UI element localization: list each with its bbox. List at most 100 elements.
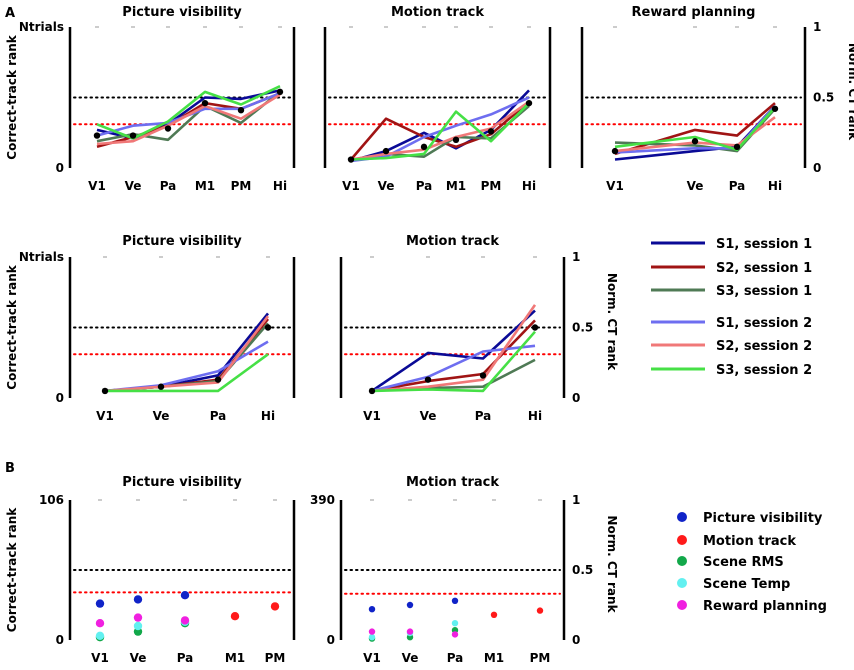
chart-b2-xtick-ve: Ve [402,651,419,665]
chart-a2-series-s2_s2 [350,100,530,161]
chart-b1-xtick-m1: M1 [225,651,245,665]
chart-a5: Motion track 1 0.5 0 Norm. CT rank V1 Ve Pa Hi [339,234,619,423]
legend-label-s3_s1: S3, session 1 [716,284,812,299]
chart-a4-mean-point-0 [101,387,109,395]
chart-a1-xtick-m1: M1 [195,179,215,193]
chart-b1-point-reward-planning-1 [133,613,143,622]
chart-b2-ytick-top: 390 [310,493,335,507]
chart-a2-xtick-v1: V1 [342,179,360,193]
chart-a2-title: Motion track [391,5,484,20]
chart-b1-xtick-pm: PM [265,651,286,665]
chart-b1-ytick-top: 106 [39,493,64,507]
chart-b1-point-picture-visibility-0 [95,599,105,608]
chart-a5-xtick-v1: V1 [363,409,381,423]
chart-a3-ytick-right-2: 0 [813,161,821,175]
chart-a1-mean-point-2 [164,125,172,132]
chart-a1-xtick-ve: Ve [125,179,142,193]
panel-label-a: A [5,6,15,21]
chart-a5-mean-point-2 [479,372,487,379]
chart-a2-series-s2_s1 [350,100,530,161]
legend-sessions: S1, session 1 S2, session 1 S3, session 1 S… [651,237,812,378]
charts-layer: Picture visibility Ntrials 0 Correct-track … [5,5,854,665]
chart-a4-xtick-pa: Pa [210,409,227,423]
legend-label-picture-visibility: Picture visibility [703,511,823,526]
legend-label-s3_s2: S3, session 2 [716,363,812,378]
chart-a2: Motion track V1 Ve Pa M1 PM Hi [323,5,552,193]
legend-label-s1_s2: S1, session 2 [716,316,812,331]
chart-a3-mean-point-0 [611,147,619,155]
chart-a2-mean-point-5 [525,99,533,107]
legend-dot-scene-rms [677,556,687,566]
chart-a5-series-s1_s1 [371,309,536,392]
chart-a4: Picture visibility Ntrials 0 Correct-track … [5,234,296,423]
chart-a1-mean-point-5 [276,88,284,96]
chart-a3-mean-point-1 [691,138,699,145]
chart-a5-title: Motion track [406,234,499,249]
chart-b1: Picture visibility 106 0 Correct-track rank… [5,475,296,665]
chart-a2-mean-point-1 [382,147,390,155]
chart-a4-ylabel: Correct-track rank [5,264,19,389]
chart-a5-ytick-right-2: 0 [572,391,580,405]
chart-a5-series-s3_s2 [371,330,536,393]
chart-a2-mean-point-2 [420,143,428,151]
panel-label-b: B [5,461,15,476]
chart-b1-xtick-pa: Pa [177,651,194,665]
chart-a3-mean-point-3 [771,105,779,112]
chart-a3-ytick-right-0: 1 [813,20,821,34]
legend-label-s2_s2: S2, session 2 [716,339,812,354]
chart-b1-point-picture-visibility-2 [180,591,190,600]
chart-a1-xtick-pa: Pa [160,179,177,193]
chart-a5-xtick-pa: Pa [475,409,492,423]
chart-a1: Picture visibility Ntrials 0 Correct-track … [5,5,296,193]
chart-b2-point-reward-planning-2 [451,631,459,638]
chart-a5-xtick-ve: Ve [420,409,437,423]
chart-a5-xtick-hi: Hi [528,409,542,423]
chart-a5-ytick-right-0: 1 [572,250,580,264]
chart-b2-xtick-m1: M1 [484,651,504,665]
chart-a5-mean-point-1 [424,376,432,383]
chart-a2-mean-point-3 [452,136,460,143]
chart-a2-xtick-pa: Pa [416,179,433,193]
chart-b2-ytick-right-1: 0.5 [572,563,593,577]
chart-a1-xtick-pm: PM [231,179,252,193]
chart-b2-xtick-v1: V1 [363,651,381,665]
chart-a4-xtick-hi: Hi [261,409,275,423]
chart-b2-xtick-pa: Pa [447,651,464,665]
chart-a3-title: Reward planning [632,5,756,20]
chart-a2-mean-point-0 [347,156,355,163]
chart-a4-xtick-v1: V1 [96,409,114,423]
legend-label-reward-planning: Reward planning [703,599,827,614]
chart-a5-mean-point-0 [368,387,376,395]
chart-b2-ytick-bottom: 0 [327,633,335,647]
chart-b2-ylabel-right: Norm. CT rank [605,515,619,613]
chart-a3-mean-point-2 [733,143,741,151]
chart-a5-series-s2_s2 [371,304,537,393]
legend-label-scene-temp: Scene Temp [703,577,790,592]
chart-a4-ytick-bottom: 0 [56,391,64,405]
legend-dot-scene-temp [677,578,687,588]
chart-b1-point-scene-temp-0 [95,631,105,640]
legend-tasks: Picture visibility Motion track Scene RMS S… [677,511,827,614]
chart-a1-ytick-top: Ntrials [19,20,64,34]
chart-b1-point-picture-visibility-1 [133,595,143,604]
legend-dot-motion-track [677,535,687,545]
legend-dot-picture-visibility [677,512,687,522]
chart-a2-xtick-ve: Ve [378,179,395,193]
chart-a3-xtick-ve: Ve [687,179,704,193]
chart-b2-point-motion-track-3 [490,611,498,618]
legend-dot-reward-planning [677,600,687,610]
chart-a5-ytick-right-1: 0.5 [572,321,593,335]
chart-b1-point-motion-track-3 [230,612,240,621]
chart-b2-ytick-right-0: 1 [572,493,580,507]
chart-b2-point-scene-temp-2 [451,620,459,627]
chart-b1-point-motion-track-4 [270,602,280,611]
chart-a2-series-s3_s2 [350,102,530,161]
chart-a1-xtick-hi: Hi [273,179,287,193]
chart-b2-title: Motion track [406,475,499,490]
chart-b1-xtick-ve: Ve [130,651,147,665]
chart-a4-mean-point-3 [264,324,272,331]
chart-a1-xtick-v1: V1 [88,179,106,193]
chart-a4-xtick-ve: Ve [153,409,170,423]
chart-b2-point-reward-planning-0 [368,628,376,635]
